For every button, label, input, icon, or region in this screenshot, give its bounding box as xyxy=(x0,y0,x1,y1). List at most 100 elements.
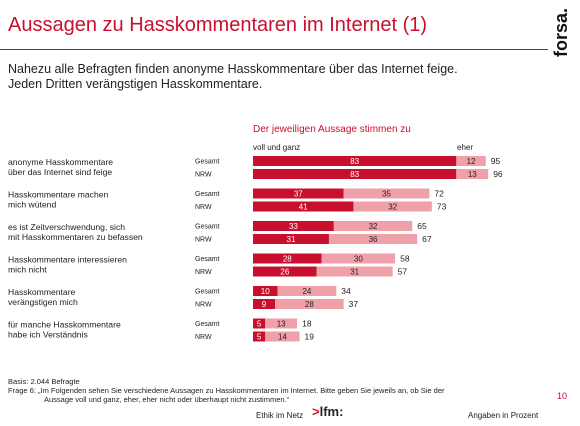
legend-eher: eher xyxy=(457,143,473,152)
group-label: Gesamt xyxy=(195,191,220,198)
data-label-total: 65 xyxy=(417,221,427,231)
title-divider xyxy=(0,49,548,50)
data-label-eher: 32 xyxy=(388,203,397,212)
data-label-eher: 30 xyxy=(354,255,363,264)
group-label: NRW xyxy=(195,269,212,276)
data-label-voll: 41 xyxy=(299,203,308,212)
bar-voll-und-ganz xyxy=(253,331,266,342)
bar-voll-und-ganz xyxy=(253,156,457,166)
bar-eher xyxy=(333,221,413,231)
data-label-eher: 32 xyxy=(369,222,378,231)
data-label-eher: 12 xyxy=(467,157,476,166)
data-label-voll: 83 xyxy=(350,157,359,166)
data-label-voll: 31 xyxy=(287,235,296,244)
bar-eher xyxy=(277,286,337,296)
bar-voll-und-ganz xyxy=(253,169,457,179)
bar-voll-und-ganz xyxy=(253,318,266,329)
group-label: NRW xyxy=(195,172,212,179)
group-label: Gesamt xyxy=(195,159,220,166)
bar-voll-und-ganz xyxy=(253,286,278,296)
group-label: NRW xyxy=(195,302,212,309)
bar-voll-und-ganz xyxy=(253,253,322,264)
data-label-voll: 33 xyxy=(289,222,298,231)
data-label-voll: 9 xyxy=(262,300,267,309)
data-label-total: 57 xyxy=(398,267,408,277)
bar-voll-und-ganz xyxy=(253,221,334,231)
statement-label: Hasskommentare machen xyxy=(8,190,109,200)
data-label-total: 37 xyxy=(349,299,359,309)
data-label-eher: 13 xyxy=(468,170,477,179)
bar-eher xyxy=(456,156,486,166)
footer-unit-label: Angaben in Prozent xyxy=(468,411,539,420)
chart-title: Der jeweiligen Aussage stimmen zu xyxy=(253,124,411,135)
bar-eher xyxy=(316,266,393,277)
statement-label: mich nicht xyxy=(8,265,47,275)
subtitle: Nahezu alle Befragten finden anonyme Has… xyxy=(8,62,458,92)
data-label-voll: 10 xyxy=(261,287,270,296)
data-label-voll: 26 xyxy=(280,268,289,277)
bar-eher xyxy=(275,299,344,309)
bar-voll-und-ganz xyxy=(253,234,329,244)
data-label-voll: 37 xyxy=(294,190,303,199)
data-label-eher: 31 xyxy=(350,268,359,277)
lfm-logo: >lfm: xyxy=(312,404,344,419)
bar-eher xyxy=(353,201,432,212)
page-title: Aussagen zu Hasskommentaren im Internet … xyxy=(8,14,428,36)
data-label-total: 34 xyxy=(341,286,351,296)
group-label: NRW xyxy=(195,204,212,211)
group-label: NRW xyxy=(195,237,212,244)
statement-label: Hasskommentare xyxy=(8,287,76,297)
subtitle-line: Jeden Dritten verängstigen Hasskommentar… xyxy=(8,77,263,91)
bar-eher xyxy=(265,331,300,342)
data-label-total: 73 xyxy=(437,202,447,212)
statement-label: für manche Hasskommentare xyxy=(8,320,121,330)
statement-label: verängstigen mich xyxy=(8,297,78,307)
group-label: Gesamt xyxy=(195,289,220,296)
group-label: Gesamt xyxy=(195,256,220,263)
data-label-eher: 36 xyxy=(369,235,378,244)
bar-eher xyxy=(321,253,396,264)
data-label-eher: 14 xyxy=(278,333,287,342)
statement-label: habe ich Verständnis xyxy=(8,330,88,340)
group-label: NRW xyxy=(195,334,212,341)
bar-eher xyxy=(328,234,418,244)
basis-note: Basis: 2.044 Befragte xyxy=(8,377,80,386)
bar-eher xyxy=(456,169,489,179)
question-note-line: Frage 6: „Im Folgenden sehen Sie verschi… xyxy=(8,386,445,395)
bar-eher xyxy=(343,188,430,199)
bar-eher xyxy=(265,318,298,329)
statement-label: mit Hasskommentaren zu befassen xyxy=(8,232,143,242)
group-label: Gesamt xyxy=(195,224,220,231)
statement-label: mich wütend xyxy=(8,200,56,210)
bar-voll-und-ganz xyxy=(253,188,344,199)
data-label-total: 95 xyxy=(491,156,501,166)
statement-label: Hasskommentare interessieren xyxy=(8,255,127,265)
data-label-voll: 5 xyxy=(257,333,262,342)
data-label-eher: 35 xyxy=(382,190,391,199)
subtitle-line: Nahezu alle Befragten finden anonyme Has… xyxy=(8,62,458,76)
data-label-eher: 13 xyxy=(277,320,286,329)
group-label: Gesamt xyxy=(195,321,220,328)
data-label-total: 58 xyxy=(400,254,410,264)
data-label-voll: 28 xyxy=(283,255,292,264)
legend-voll-und-ganz: voll und ganz xyxy=(253,143,300,152)
forsa-logo: forsa. xyxy=(551,7,572,57)
data-label-total: 19 xyxy=(305,332,315,342)
data-label-voll: 83 xyxy=(350,170,359,179)
statement-label: anonyme Hasskommentare xyxy=(8,157,113,167)
statement-label: über das Internet sind feige xyxy=(8,167,112,177)
data-label-total: 18 xyxy=(302,319,312,329)
bar-voll-und-ganz xyxy=(253,201,354,212)
question-note-line: Aussage voll und ganz, eher, eher nicht … xyxy=(44,395,290,404)
data-label-total: 96 xyxy=(493,169,503,179)
bar-voll-und-ganz xyxy=(253,266,317,277)
stacked-bar-chart: Der jeweiligen Aussage stimmen zu voll u… xyxy=(8,124,503,342)
page-number: 10 xyxy=(557,391,568,401)
data-label-total: 67 xyxy=(422,234,432,244)
data-label-total: 72 xyxy=(434,189,444,199)
data-label-voll: 5 xyxy=(257,320,262,329)
statement-label: es ist Zeitverschwendung, sich xyxy=(8,222,125,232)
footer-center-label: Ethik im Netz xyxy=(256,411,304,420)
data-label-eher: 24 xyxy=(302,287,311,296)
data-label-eher: 28 xyxy=(305,300,314,309)
